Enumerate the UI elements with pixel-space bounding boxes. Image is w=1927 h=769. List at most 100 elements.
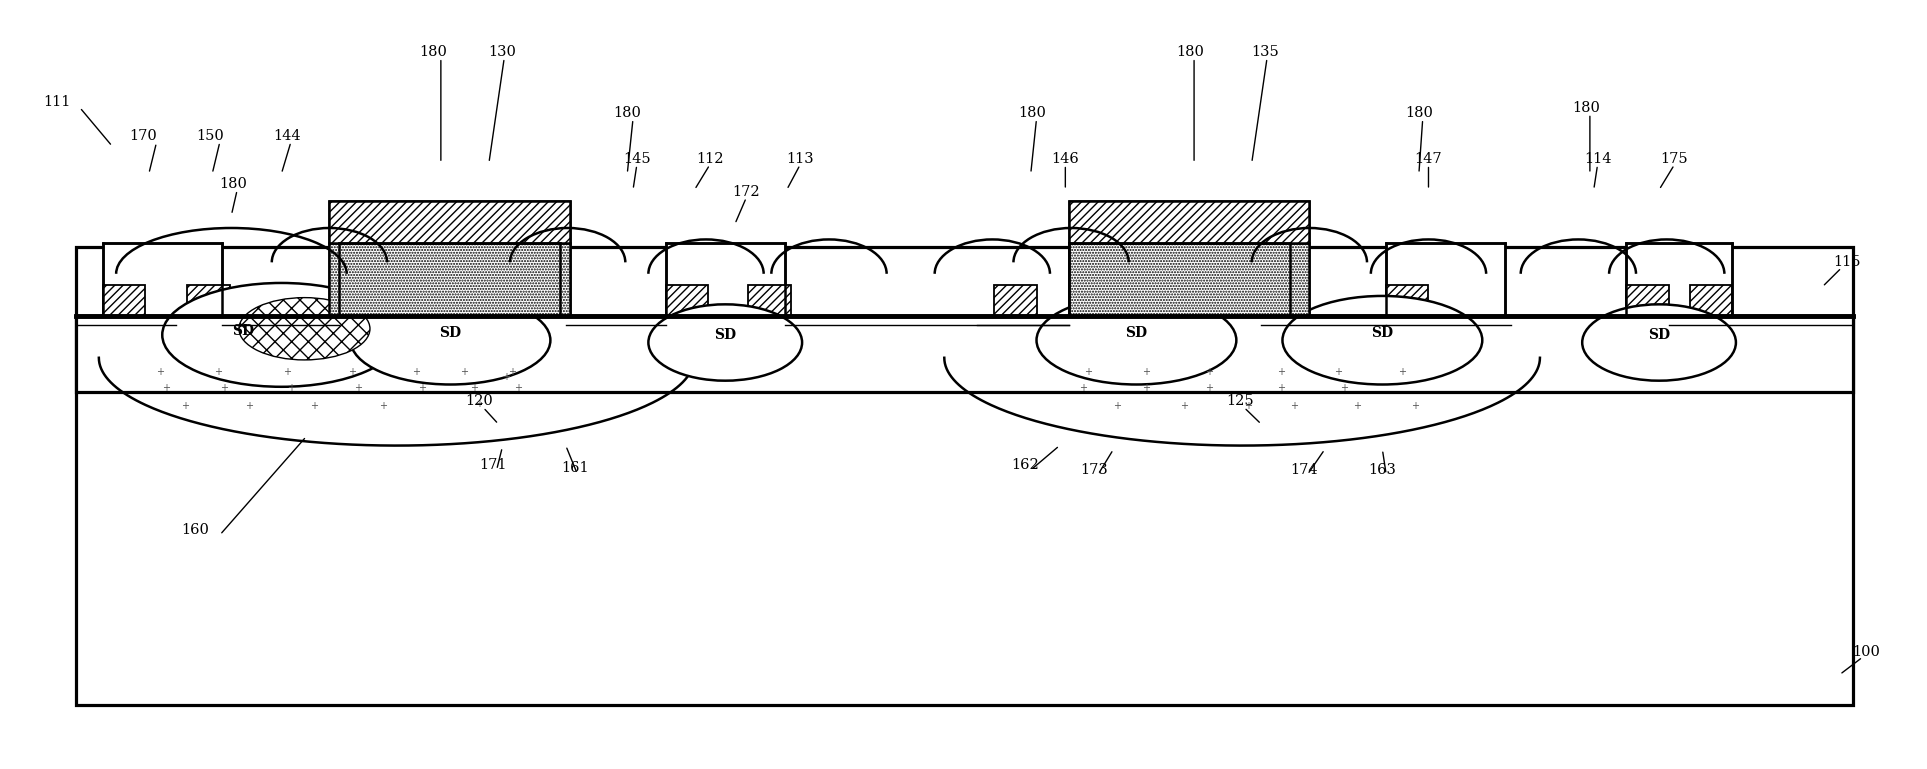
Bar [1386, 243, 1505, 316]
Text: +: + [162, 383, 170, 393]
Text: SD: SD [1648, 328, 1671, 342]
Ellipse shape [1582, 305, 1736, 381]
Text: +: + [181, 401, 189, 411]
Bar [330, 201, 570, 316]
Bar [1626, 285, 1669, 316]
Text: 180: 180 [420, 45, 447, 59]
Text: 173: 173 [1081, 463, 1108, 477]
Text: 111: 111 [42, 95, 69, 109]
Bar [1069, 201, 1308, 316]
Text: +: + [503, 372, 511, 382]
Text: 180: 180 [1019, 106, 1046, 121]
Text: SD: SD [715, 328, 736, 342]
Text: 150: 150 [197, 129, 224, 143]
Text: +: + [1276, 368, 1285, 378]
Text: 174: 174 [1289, 463, 1318, 477]
Text: +: + [245, 401, 252, 411]
Bar [339, 243, 561, 316]
Bar [665, 285, 707, 316]
Text: 180: 180 [1572, 102, 1599, 115]
Ellipse shape [351, 296, 551, 384]
Text: +: + [461, 368, 468, 378]
Text: 146: 146 [1052, 152, 1079, 166]
Text: +: + [1143, 382, 1150, 392]
Ellipse shape [1283, 296, 1482, 384]
Text: +: + [515, 382, 522, 392]
Text: +: + [287, 383, 295, 393]
Text: +: + [1206, 368, 1214, 378]
Text: +: + [1333, 368, 1343, 378]
Text: +: + [220, 383, 227, 393]
Text: +: + [1143, 368, 1150, 378]
Text: +: + [349, 368, 356, 378]
Bar [102, 243, 222, 316]
Bar [1069, 243, 1291, 316]
Bar [665, 243, 784, 316]
Text: +: + [1206, 382, 1214, 392]
Text: +: + [1411, 401, 1418, 411]
Text: +: + [470, 382, 478, 392]
Bar [1690, 285, 1732, 316]
Text: 161: 161 [561, 461, 590, 475]
Text: 145: 145 [622, 152, 651, 166]
Bar [187, 285, 229, 316]
Text: 180: 180 [613, 106, 642, 121]
Text: +: + [509, 368, 516, 378]
Bar [102, 285, 145, 316]
Text: +: + [310, 401, 318, 411]
Text: 112: 112 [696, 152, 725, 166]
Ellipse shape [1037, 296, 1237, 384]
Text: 163: 163 [1368, 463, 1397, 477]
Bar [75, 247, 1854, 705]
Text: 144: 144 [274, 129, 301, 143]
Bar [1069, 243, 1308, 316]
Bar [330, 243, 570, 316]
Text: SD: SD [231, 324, 254, 338]
Text: 115: 115 [1835, 255, 1861, 269]
Text: +: + [476, 398, 484, 408]
Text: 180: 180 [1405, 106, 1434, 121]
Text: +: + [1339, 382, 1349, 392]
Bar [994, 285, 1037, 316]
Text: 180: 180 [1175, 45, 1204, 59]
Text: +: + [380, 401, 387, 411]
Ellipse shape [162, 283, 401, 387]
Text: SD: SD [1125, 325, 1147, 340]
Text: 172: 172 [732, 185, 759, 199]
Text: +: + [1085, 368, 1093, 378]
Text: 135: 135 [1251, 45, 1280, 59]
Ellipse shape [647, 305, 802, 381]
Text: +: + [156, 368, 164, 378]
Bar [1069, 201, 1308, 243]
Text: +: + [412, 368, 420, 378]
Text: +: + [214, 368, 222, 378]
Text: +: + [1243, 401, 1253, 411]
Text: +: + [355, 383, 362, 393]
Bar [1386, 285, 1428, 316]
Text: +: + [283, 368, 291, 378]
Text: 171: 171 [480, 458, 507, 471]
Bar [1626, 243, 1732, 316]
Text: 180: 180 [220, 178, 247, 191]
Text: 114: 114 [1584, 152, 1611, 166]
Bar [748, 285, 790, 316]
Text: +: + [1353, 401, 1360, 411]
Text: 160: 160 [181, 523, 208, 537]
Text: 162: 162 [1012, 458, 1039, 471]
Bar [75, 316, 1854, 392]
Text: +: + [1289, 401, 1299, 411]
Text: 170: 170 [129, 129, 156, 143]
Text: +: + [1079, 382, 1087, 392]
Text: 175: 175 [1661, 152, 1688, 166]
Text: 120: 120 [466, 394, 493, 408]
Text: SD: SD [1372, 325, 1393, 340]
Text: +: + [1114, 401, 1122, 411]
Text: 130: 130 [488, 45, 516, 59]
Text: 147: 147 [1414, 152, 1441, 166]
Text: +: + [1181, 401, 1189, 411]
Text: 100: 100 [1852, 644, 1881, 659]
Text: +: + [1276, 382, 1285, 392]
Text: +: + [1397, 368, 1405, 378]
Text: SD: SD [439, 325, 462, 340]
Text: 113: 113 [786, 152, 813, 166]
